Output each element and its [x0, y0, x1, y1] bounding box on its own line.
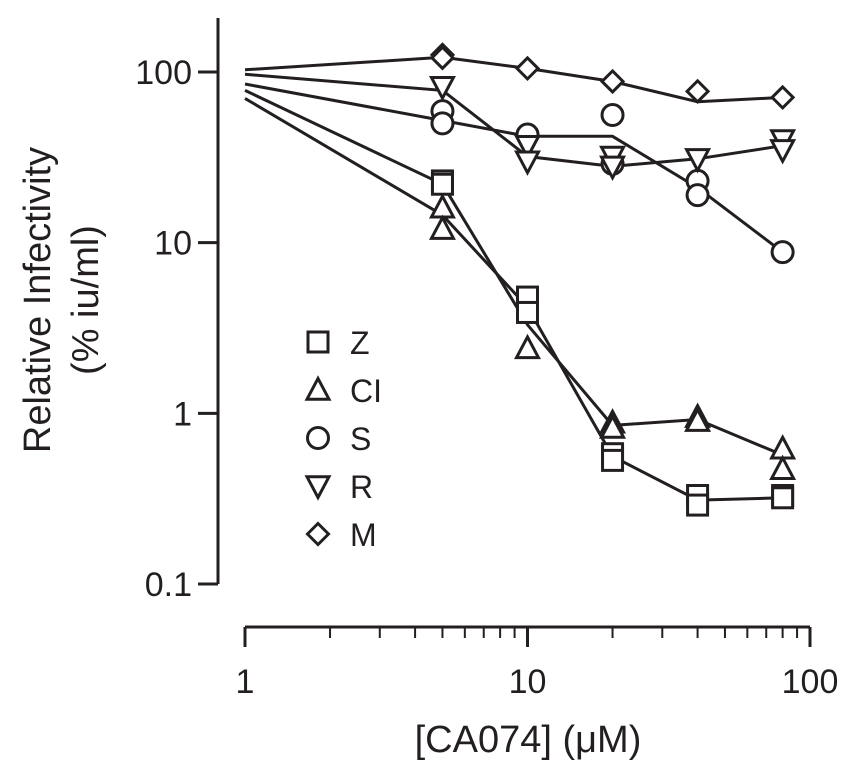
- data-point-m: [599, 68, 626, 95]
- legend-marker-r: [304, 475, 332, 501]
- series-line-z: [244, 97, 783, 502]
- x-axis-title: [CA074] (μM): [415, 719, 642, 761]
- series-line-ci: [244, 89, 784, 457]
- series-m: [429, 42, 796, 111]
- data-point-ci: [769, 454, 797, 480]
- legend-item-r: R: [304, 469, 373, 505]
- legend-label: M: [350, 517, 377, 553]
- legend-item-z: Z: [306, 325, 370, 361]
- series-ci: [428, 193, 797, 480]
- y-tick-label: 100: [135, 54, 192, 92]
- data-point-ci: [514, 333, 541, 360]
- data-point-r: [514, 150, 541, 176]
- legend-marker-s: [306, 426, 330, 450]
- legend-marker-m: [305, 521, 331, 547]
- legend-marker-ci: [304, 375, 332, 401]
- data-point-ci: [599, 413, 627, 439]
- legend-label: R: [350, 469, 373, 505]
- legend-marker-z: [306, 330, 330, 354]
- data-point-m: [684, 78, 711, 104]
- series-line-m: [244, 55, 783, 104]
- legend: Z CI SRM: [304, 325, 382, 553]
- data-point-z: [771, 486, 795, 510]
- data-point-s: [600, 102, 625, 127]
- x-tick-label: 1: [236, 663, 255, 701]
- legend-item-s: S: [306, 421, 371, 457]
- y-tick-label: 1: [173, 395, 192, 433]
- x-axis: 1 10 100: [236, 625, 839, 701]
- data-point-m: [429, 45, 456, 71]
- series-line-r: [244, 72, 783, 168]
- x-tick-label: 10: [509, 663, 547, 701]
- series-line-s: [244, 82, 784, 254]
- data-point-s: [685, 183, 710, 208]
- data-point-r: [514, 134, 541, 161]
- data-point-z: [516, 300, 539, 324]
- y-tick-label: 10: [154, 225, 192, 263]
- x-tick-label: 100: [782, 663, 839, 701]
- data-point-r: [599, 155, 627, 182]
- series-z: [430, 169, 795, 517]
- y-axis-subtitle: (% iu/ml): [65, 225, 107, 375]
- legend-label: S: [350, 421, 371, 457]
- data-point-m: [770, 84, 796, 111]
- legend-item-ci: CI: [304, 373, 382, 409]
- data-point-z: [686, 493, 710, 517]
- data-markers: [428, 42, 797, 517]
- data-point-s: [430, 111, 455, 136]
- y-tick-label: 0.1: [145, 566, 192, 604]
- legend-item-m: M: [305, 517, 377, 553]
- data-point-r: [684, 148, 712, 174]
- data-point-z: [601, 448, 625, 472]
- data-point-z: [430, 172, 454, 196]
- legend-label: Z: [350, 325, 370, 361]
- data-point-r: [769, 139, 797, 165]
- data-point-ci: [428, 214, 456, 240]
- data-point-r: [428, 76, 456, 102]
- data-point-ci: [684, 406, 712, 432]
- data-point-s: [770, 240, 795, 265]
- series-r: [428, 76, 797, 182]
- y-axis-title: Relative Infectivity: [17, 147, 59, 453]
- data-point-m: [514, 55, 541, 82]
- fit-lines: [244, 55, 784, 502]
- legend-label: CI: [350, 373, 382, 409]
- y-axis: 0.1 1 10 100: [135, 18, 220, 604]
